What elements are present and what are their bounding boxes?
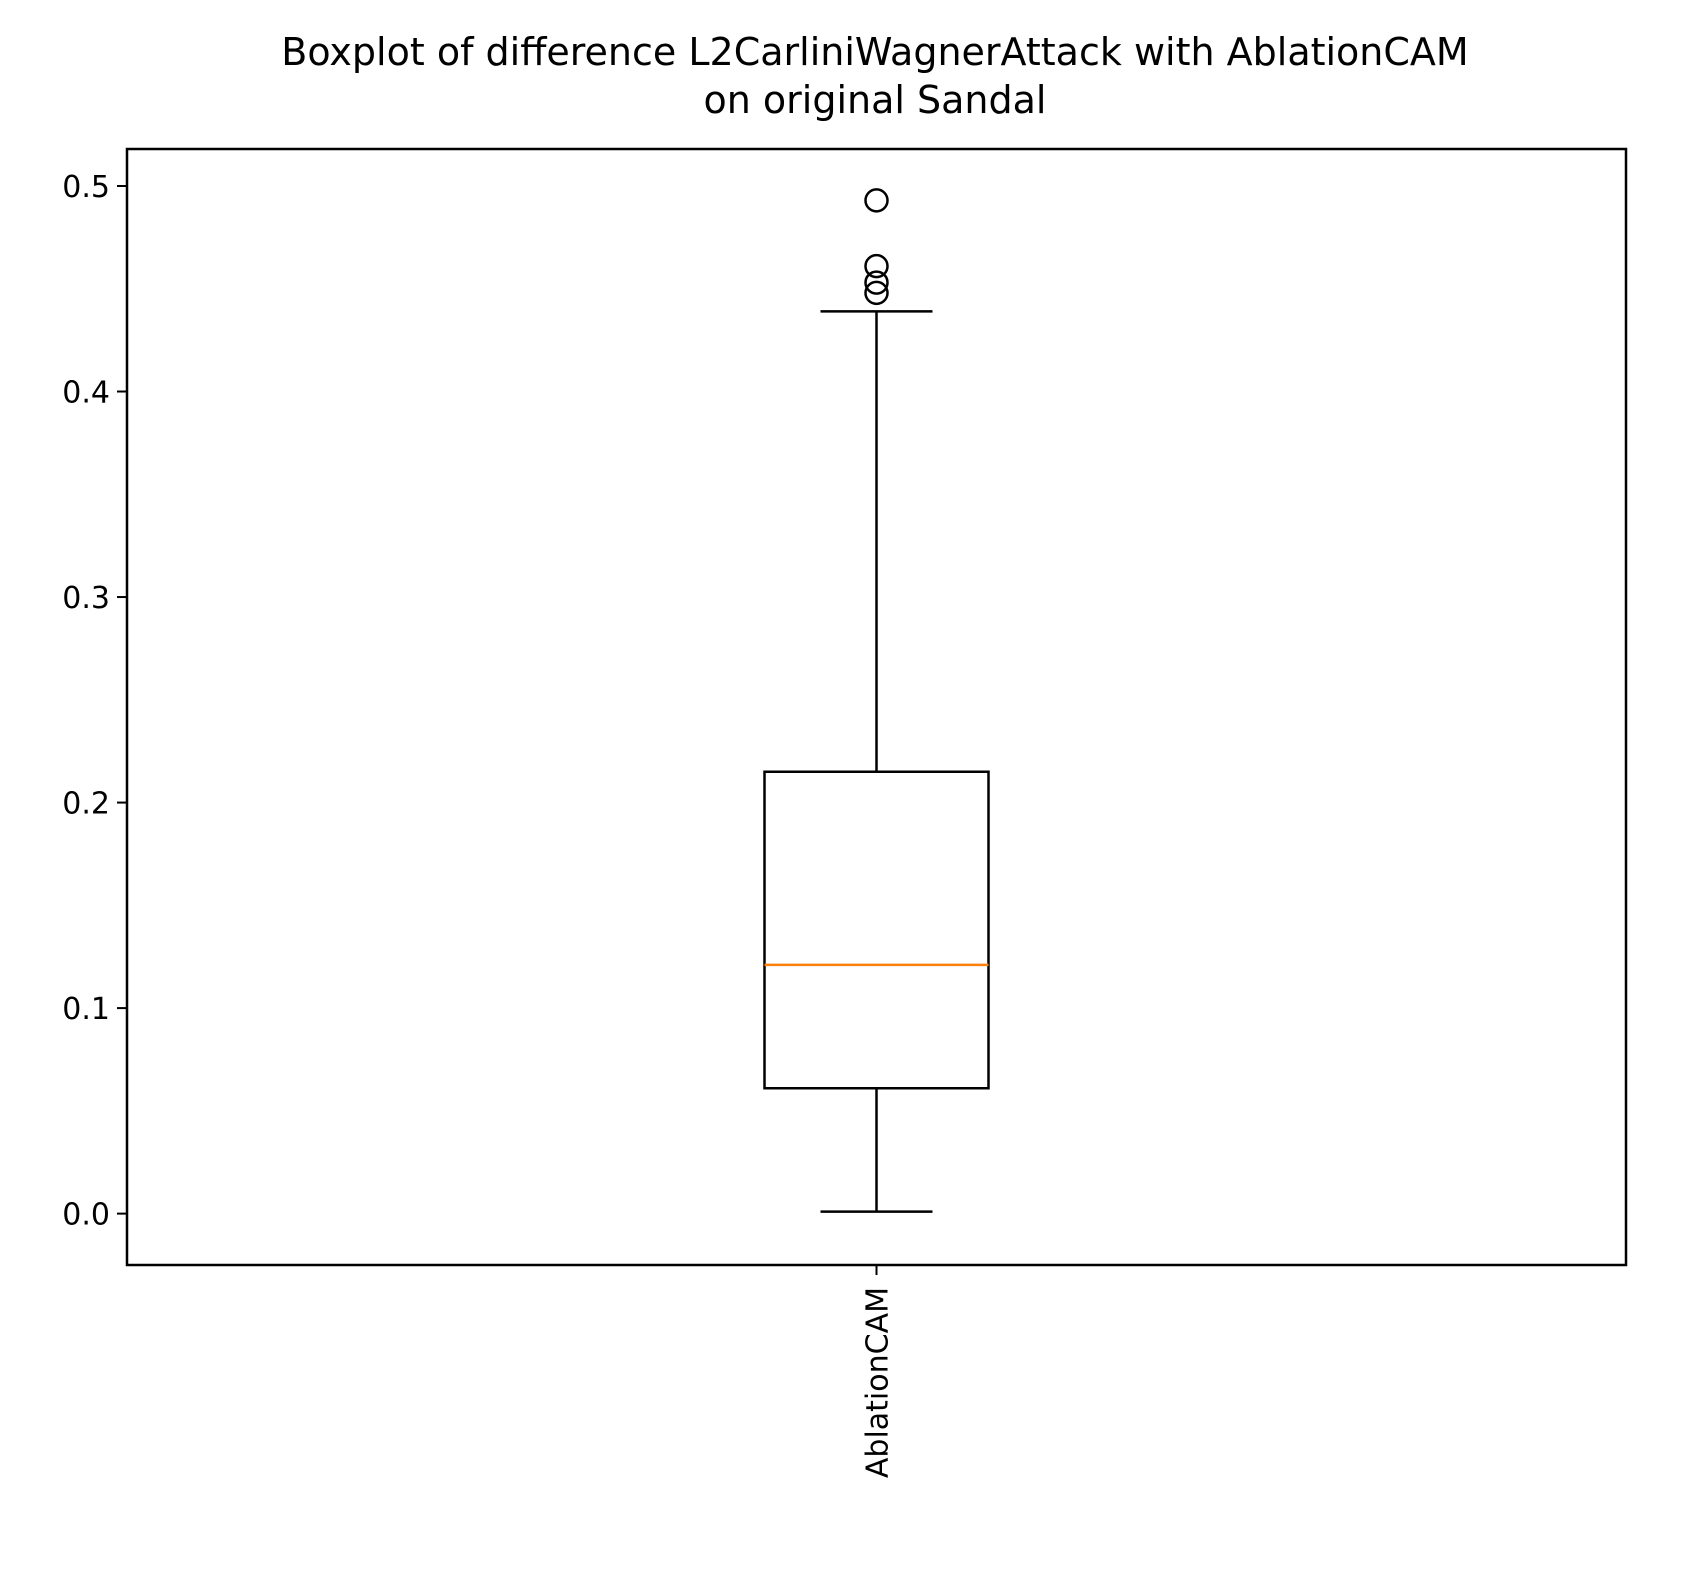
outlier-point-3 — [864, 188, 889, 213]
y-tick-label-0: 0.0 — [62, 1198, 110, 1233]
y-tick-label-5: 0.5 — [62, 170, 110, 205]
chart-title-line-2: on original Sandal — [704, 78, 1047, 122]
y-tick-label-2: 0.2 — [62, 787, 110, 822]
plot-marks — [763, 188, 990, 1213]
chart-title-line-1: Boxplot of difference L2CarliniWagnerAtt… — [281, 30, 1468, 74]
x-axis: AblationCAM — [861, 1265, 896, 1478]
box-group-0 — [763, 188, 990, 1213]
x-tick-label-0: AblationCAM — [861, 1287, 896, 1478]
y-axis: 0.0 0.1 0.2 0.3 0.4 0.5 — [62, 170, 127, 1233]
axes-frame — [125, 147, 1628, 1267]
outlier-point-2 — [864, 253, 889, 279]
y-tick-label-3: 0.3 — [62, 581, 110, 616]
outlier-point-0 — [864, 280, 889, 306]
box-iqr — [763, 770, 990, 1090]
outlier-point-1 — [864, 270, 889, 295]
y-tick-label-4: 0.4 — [62, 376, 110, 411]
y-tick-label-1: 0.1 — [62, 992, 110, 1027]
